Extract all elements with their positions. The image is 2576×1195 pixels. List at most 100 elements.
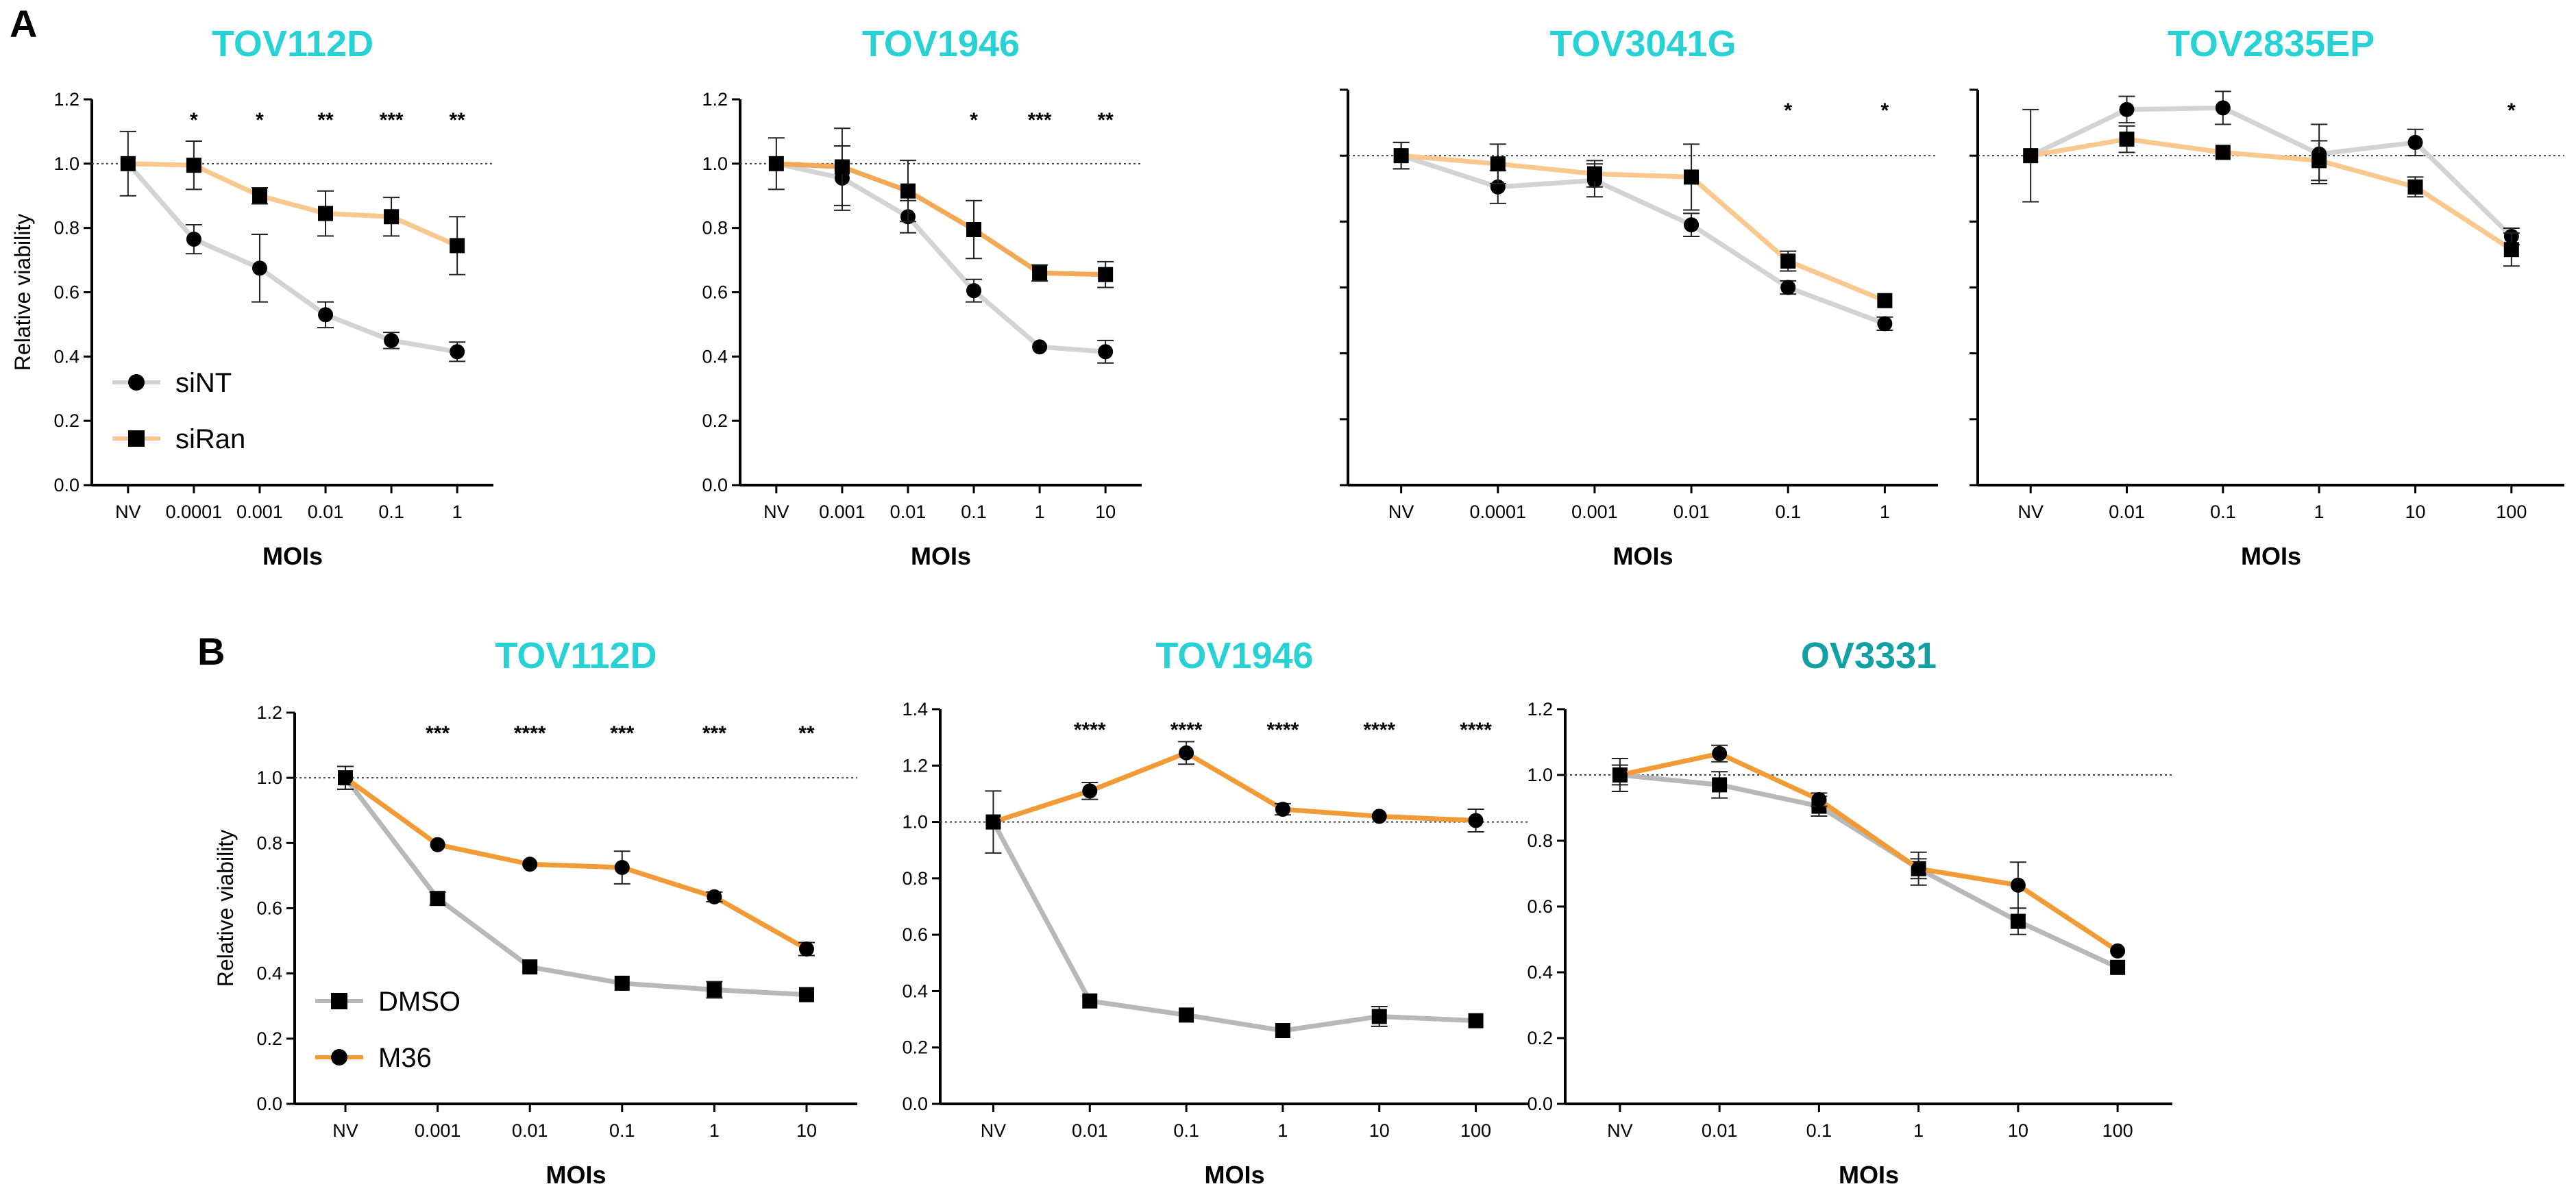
- x-axis-label: MOIs: [262, 542, 323, 570]
- significance-label: **: [317, 109, 334, 132]
- data-point-siran: [252, 188, 267, 204]
- x-tick-label: 1: [709, 1120, 720, 1141]
- data-point-m36: [1712, 746, 1728, 761]
- x-axis-label: MOIs: [2241, 542, 2301, 570]
- data-point-m36: [1811, 792, 1827, 807]
- data-point-siran: [1780, 254, 1796, 269]
- data-point-sint: [1032, 339, 1048, 355]
- legend-marker: [331, 1049, 347, 1065]
- panel-label-a: A: [10, 2, 38, 45]
- data-point-m36: [2110, 943, 2126, 959]
- series-line-sint: [2029, 105, 2514, 238]
- legend-label-dmso: DMSO: [378, 987, 461, 1017]
- significance-label: ****: [1074, 719, 1106, 741]
- y-tick-label: 0.6: [256, 898, 282, 919]
- chart-2: TOV1946 0.0 0.2 0.4 0.6 0.8 1.0 1.2 NV 0.001 0.01 0…: [702, 23, 1142, 570]
- y-tick-label: 1.2: [902, 755, 928, 776]
- data-point-m36: [1468, 813, 1484, 828]
- data-point-sint: [2119, 101, 2135, 117]
- x-tick-label: 1: [2314, 502, 2324, 522]
- x-tick-label: 0.1: [609, 1120, 635, 1141]
- x-tick-label: 10: [2405, 502, 2425, 522]
- data-point-dmso: [614, 975, 630, 991]
- y-tick-label: 0.2: [902, 1037, 928, 1058]
- x-axis-label: MOIs: [1839, 1161, 1899, 1189]
- data-point-dmso: [1275, 1023, 1290, 1039]
- x-tick-label: NV: [332, 1120, 358, 1141]
- x-tick-label: 1: [1880, 502, 1890, 522]
- data-point-siran: [1393, 148, 1409, 164]
- data-point-sint: [1098, 344, 1114, 360]
- x-tick-label: 10: [1095, 502, 1116, 522]
- chart-4: TOV2835EP NV 0.01 0.1 1 10 100 MOIs *: [1970, 23, 2564, 570]
- data-point-m36: [522, 857, 538, 872]
- significance-label: **: [798, 722, 815, 745]
- data-point-sint: [384, 332, 400, 348]
- significance-label: ***: [610, 722, 634, 745]
- data-point-siran: [2503, 242, 2519, 258]
- x-tick-label: 0.1: [2210, 502, 2236, 522]
- x-tick-label: NV: [763, 502, 789, 522]
- significance-label: ***: [380, 109, 404, 132]
- data-point-siran: [1098, 267, 1114, 282]
- significance-label: ***: [1028, 109, 1052, 132]
- data-point-siran: [2023, 148, 2039, 164]
- series-line-sint: [776, 161, 1106, 354]
- data-point-sint: [1684, 217, 1700, 233]
- data-point-siran: [1032, 265, 1048, 281]
- y-tick-label: 0.0: [902, 1094, 928, 1114]
- data-point-siran: [2407, 179, 2423, 195]
- data-point-siran: [318, 206, 334, 221]
- y-tick-label: 1.2: [256, 702, 282, 723]
- significance-label: ***: [702, 722, 726, 745]
- x-tick-label: 0.01: [890, 502, 927, 522]
- chart-title: TOV1946: [862, 23, 1020, 64]
- data-point-sint: [318, 307, 334, 323]
- data-point-siran: [2119, 132, 2135, 147]
- significance-label: *: [2507, 99, 2516, 122]
- x-tick-label: 100: [2496, 502, 2527, 522]
- significance-label: ****: [1363, 719, 1395, 741]
- chart-title: TOV1946: [1155, 635, 1313, 676]
- x-tick-label: 0.001: [236, 502, 283, 522]
- y-tick-label: 0.0: [53, 475, 79, 495]
- x-tick-label: 0.01: [1673, 502, 1710, 522]
- data-point-siran: [834, 159, 850, 175]
- significance-label: **: [449, 109, 465, 132]
- chart-7: OV3331 0.0 0.2 0.4 0.6 0.8 1.0 1.2 NV 0.01 0.1 1 10 1…: [1527, 635, 2172, 1189]
- significance-label: ****: [1267, 719, 1299, 741]
- x-tick-label: 0.1: [1806, 1120, 1832, 1141]
- data-point-siran: [384, 209, 400, 225]
- series-line-siran: [127, 161, 458, 248]
- x-tick-label: 10: [2008, 1120, 2028, 1141]
- data-point-dmso: [522, 959, 538, 975]
- series-line-dmso: [1619, 772, 2119, 970]
- x-tick-label: 1: [1035, 502, 1045, 522]
- data-point-dmso: [1082, 993, 1098, 1009]
- y-tick-label: 0.8: [256, 833, 282, 853]
- legend-marker: [331, 993, 347, 1009]
- data-point-siran: [2215, 145, 2231, 160]
- legend-marker: [128, 430, 145, 447]
- data-point-m36: [1179, 745, 1194, 761]
- y-tick-label: 1.0: [902, 812, 928, 833]
- chart-1: TOV112D 0.0 0.2 0.4 0.6 0.8 1.0 1.2 Relative via…: [10, 23, 493, 570]
- data-point-siran: [120, 156, 136, 171]
- data-point-siran: [186, 158, 201, 173]
- significance-label: *: [190, 109, 198, 132]
- series-line-sint: [126, 162, 458, 354]
- data-point-dmso: [2110, 959, 2126, 975]
- chart-title: TOV112D: [495, 635, 657, 676]
- data-point-m36: [338, 770, 354, 786]
- series-line-m36: [343, 776, 808, 952]
- chart-title: OV3331: [1801, 635, 1937, 676]
- y-tick-label: 0.4: [1527, 962, 1553, 983]
- y-tick-label: 1.2: [53, 89, 79, 110]
- significance-label: ****: [1170, 719, 1203, 741]
- data-point-dmso: [798, 987, 814, 1002]
- y-tick-label: 0.4: [53, 346, 79, 367]
- data-point-m36: [985, 814, 1001, 830]
- x-axis-label: MOIs: [911, 542, 971, 570]
- data-point-m36: [2010, 877, 2026, 893]
- y-tick-label: 0.4: [256, 963, 282, 984]
